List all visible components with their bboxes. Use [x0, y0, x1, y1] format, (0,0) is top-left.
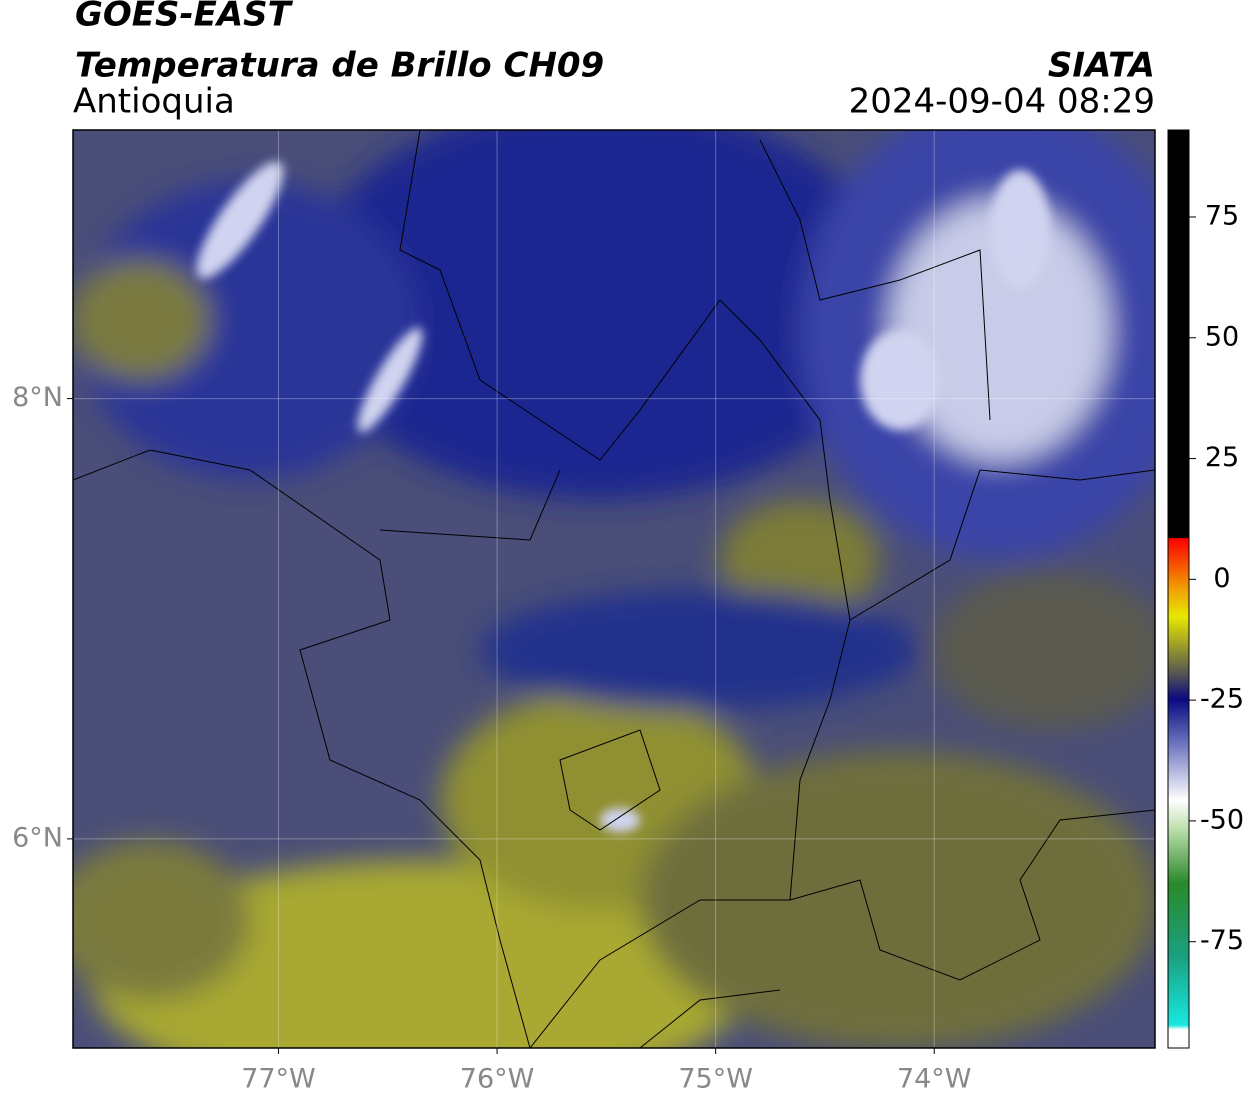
colorbar-tick-label: -50: [1200, 804, 1244, 835]
colorbar-tick-label: -75: [1200, 925, 1244, 956]
satellite-image: [73, 130, 1155, 1048]
title: GOES-EAST: [75, 0, 294, 35]
subtitle: Temperatura de Brillo CH09: [75, 46, 604, 86]
x-tick-label: 75°W: [678, 1064, 753, 1095]
colorbar-tick-label: -25: [1200, 684, 1244, 715]
map-frame: [72, 129, 1156, 1049]
colorbar-tick-label: 0: [1213, 563, 1230, 594]
x-tick-label: 77°W: [241, 1064, 316, 1095]
region: Antioquia: [73, 82, 235, 122]
y-tick-label: 8°N: [12, 382, 63, 413]
colorbar-tick-label: 50: [1205, 321, 1239, 352]
colorbar-tick-label: 75: [1205, 200, 1239, 231]
x-tick-label: 74°W: [897, 1064, 972, 1095]
source: SIATA: [1048, 46, 1155, 86]
colorbar: [1167, 129, 1190, 1049]
colorbar-tick-label: 25: [1205, 442, 1239, 473]
y-tick-label: 6°N: [12, 822, 63, 853]
timestamp: 2024-09-04 08:29: [849, 82, 1155, 122]
x-tick-label: 76°W: [460, 1064, 535, 1095]
